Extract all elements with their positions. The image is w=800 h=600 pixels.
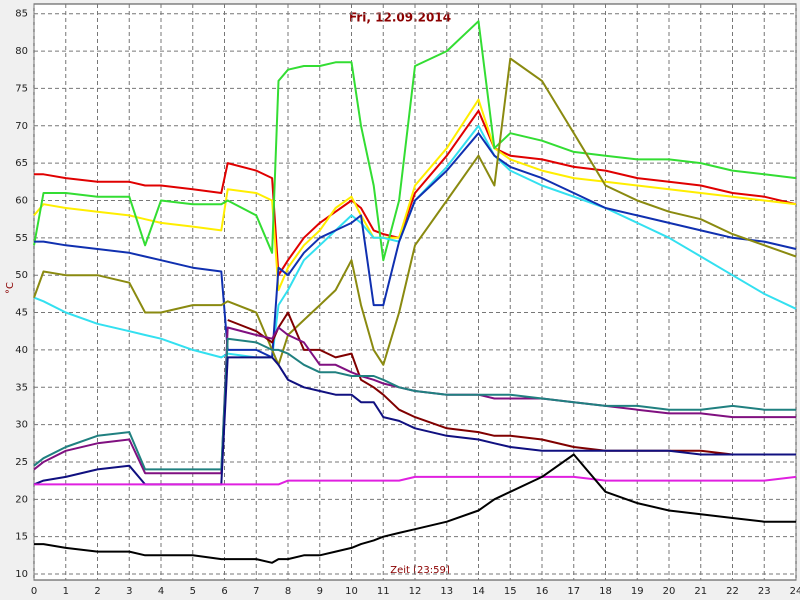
series-line	[34, 475, 797, 486]
y-tick-label: 85	[15, 9, 28, 20]
x-tick-label: 11	[377, 586, 390, 597]
series-line	[33, 337, 796, 471]
x-tick-label: 4	[158, 586, 164, 597]
x-axis-label: Zeit [23:59]	[390, 565, 450, 576]
x-tick-label: 1	[63, 586, 69, 597]
x-tick-label: 5	[190, 586, 196, 597]
series-line	[33, 20, 797, 262]
y-tick-label: 60	[15, 195, 28, 206]
x-tick-label: 20	[663, 586, 676, 597]
x-tick-label: 23	[758, 586, 771, 597]
series-line	[34, 453, 796, 564]
x-tick-label: 13	[440, 586, 453, 597]
x-tick-label: 7	[253, 586, 259, 597]
y-tick-label: 50	[15, 270, 28, 281]
y-tick-label: 15	[15, 532, 28, 543]
y-tick-label: 70	[15, 121, 28, 132]
y-tick-label: 30	[15, 420, 28, 431]
series-line	[33, 57, 797, 366]
y-tick-label: 65	[15, 158, 28, 169]
x-tick-label: 24	[790, 586, 800, 597]
x-tick-label: 18	[599, 586, 612, 597]
y-tick-label: 35	[15, 382, 28, 393]
y-tick-label: 45	[15, 308, 28, 319]
y-axis-label: °C	[5, 282, 16, 294]
x-tick-label: 14	[472, 586, 485, 597]
series-line	[34, 132, 797, 359]
y-tick-label: 80	[15, 46, 28, 57]
x-tick-label: 9	[317, 586, 323, 597]
y-tick-label: 25	[15, 457, 28, 468]
x-tick-label: 3	[126, 586, 132, 597]
x-tick-label: 22	[726, 586, 739, 597]
x-tick-label: 17	[567, 586, 580, 597]
y-tick-label: 55	[15, 233, 28, 244]
x-tick-label: 0	[31, 586, 37, 597]
chart-title: Fri, 12.09.2014	[349, 11, 451, 25]
x-tick-label: 10	[345, 586, 358, 597]
x-tick-label: 19	[631, 586, 644, 597]
x-tick-label: 16	[536, 586, 549, 597]
x-tick-label: 12	[409, 586, 422, 597]
series-line	[33, 98, 797, 292]
x-tick-label: 21	[694, 586, 707, 597]
x-tick-label: 2	[94, 586, 100, 597]
y-tick-label: 75	[15, 83, 28, 94]
y-tick-label: 40	[15, 345, 28, 356]
x-tick-label: 6	[221, 586, 227, 597]
x-tick-label: 15	[504, 586, 517, 597]
y-tick-label: 10	[15, 569, 28, 580]
x-tick-label: 8	[285, 586, 291, 597]
y-tick-label: 20	[15, 494, 28, 505]
